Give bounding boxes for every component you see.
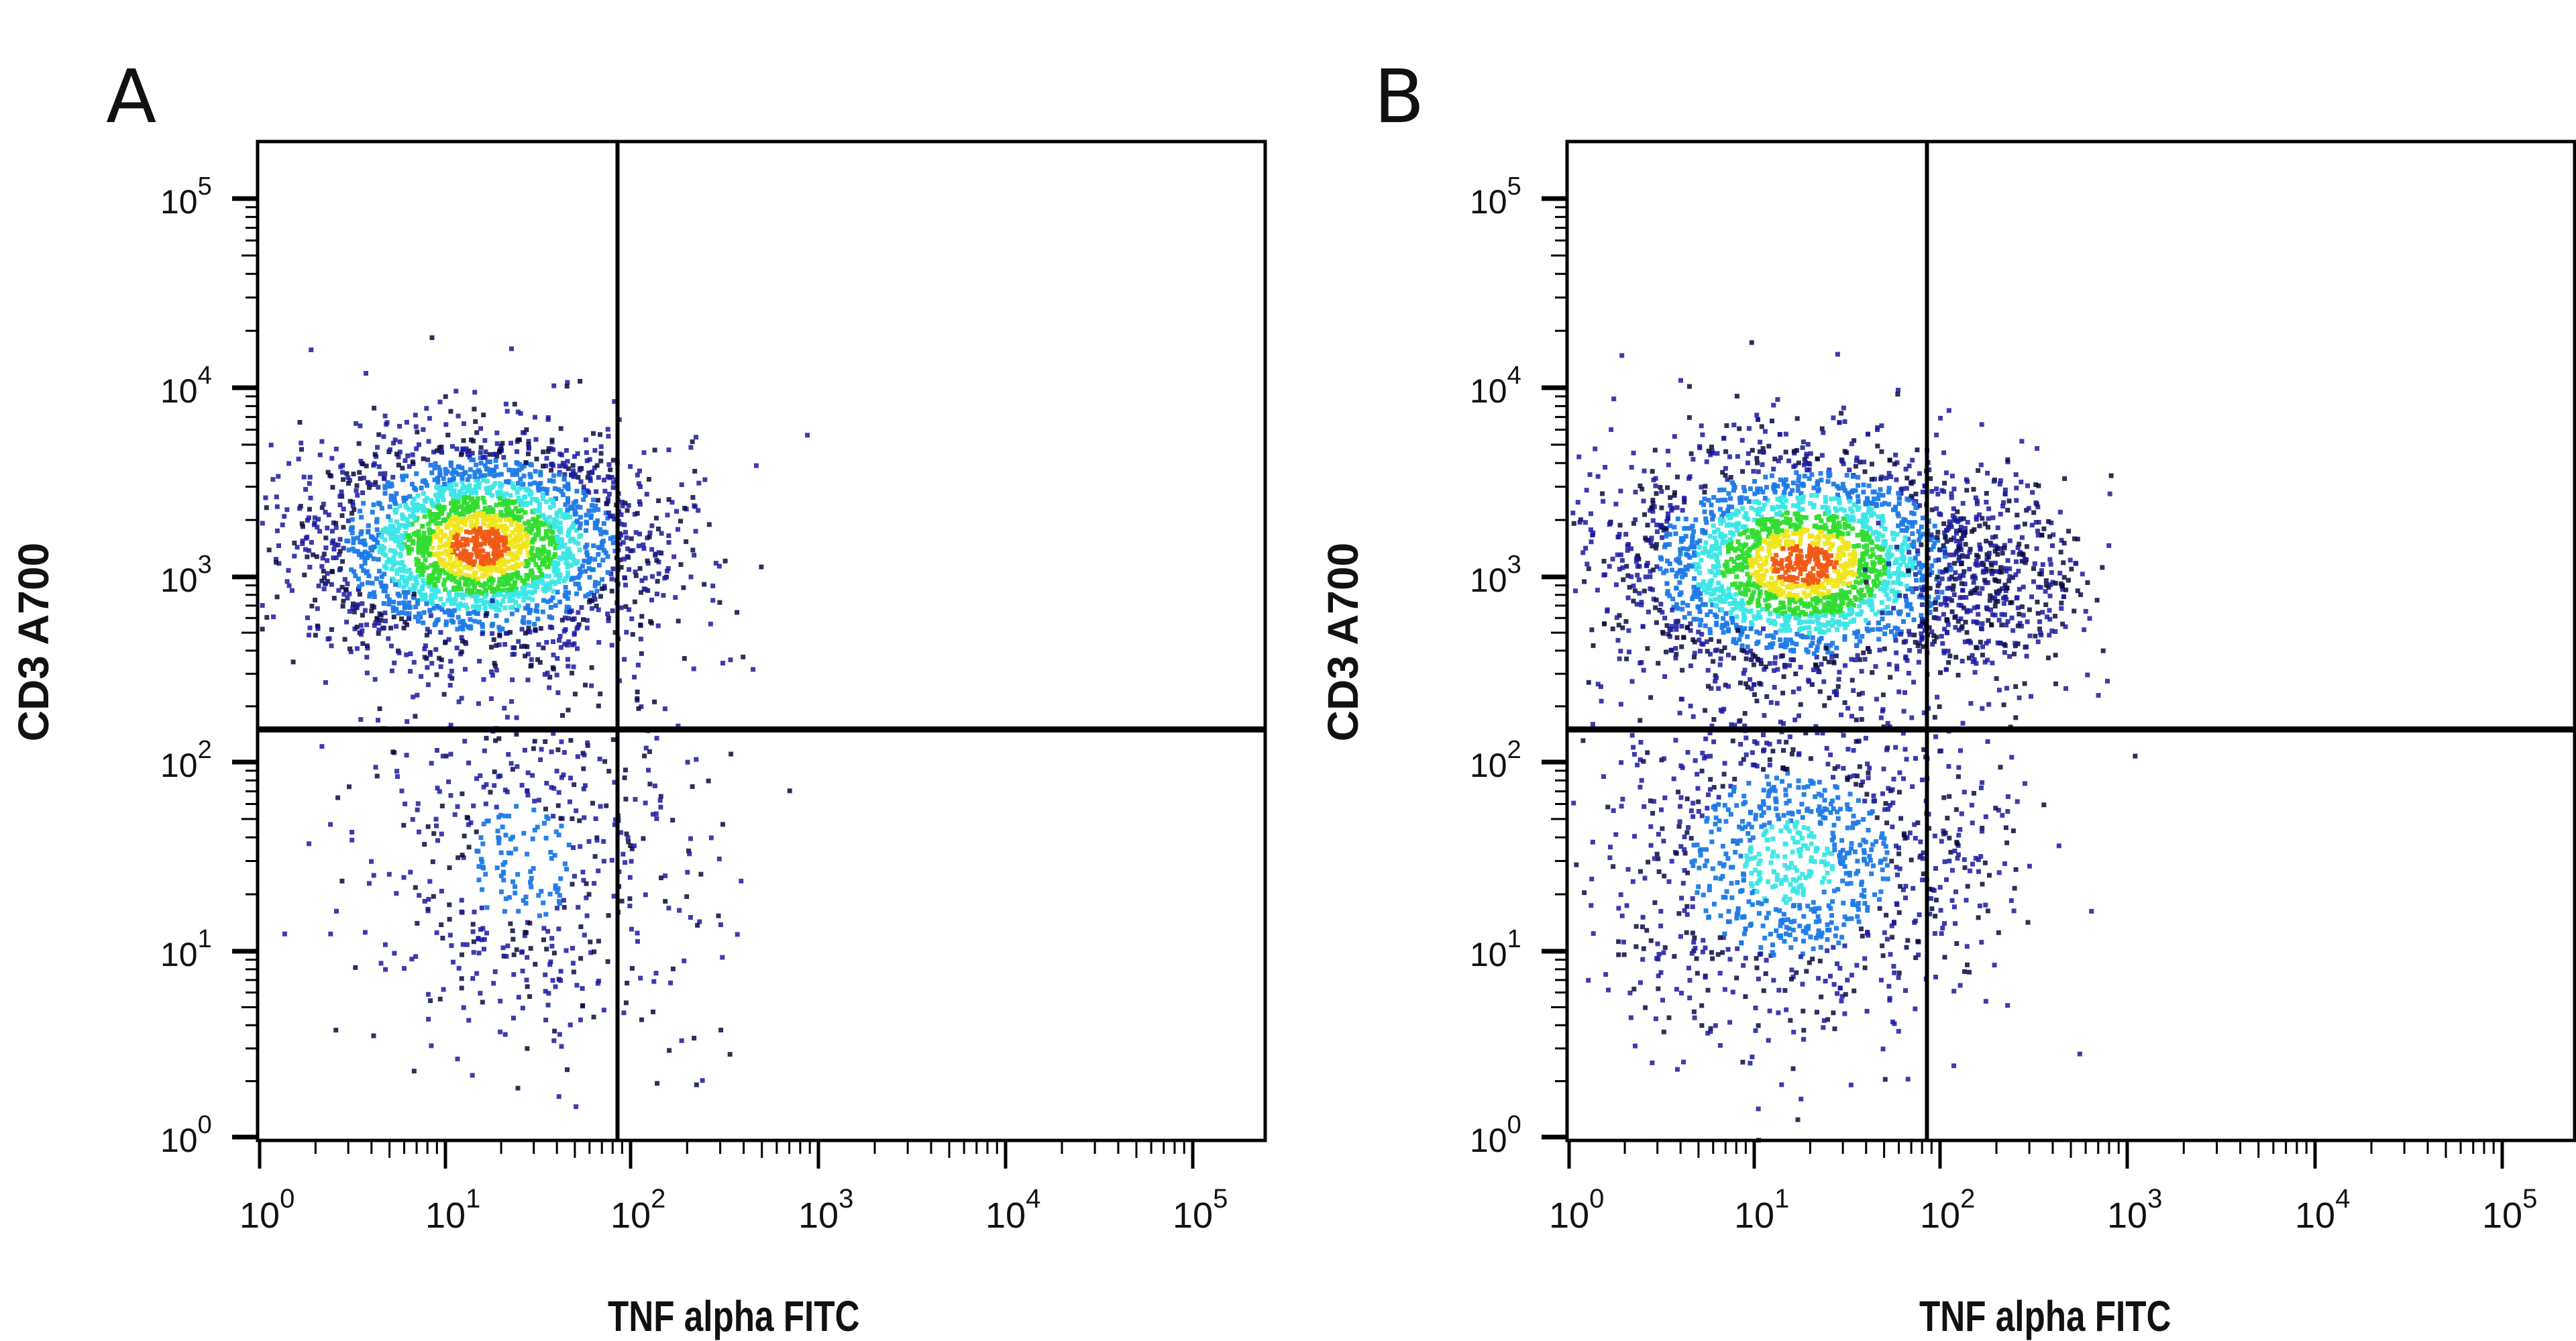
y-tick-label: 105 [1470,172,1521,221]
y-tick-label: 104 [160,362,212,410]
y-tick-label: 103 [160,551,212,599]
y-tick-label: 101 [1470,925,1521,973]
x-tick-label: 103 [2107,1184,2162,1236]
x-tick-label: 103 [798,1184,853,1236]
y-tick-label: 100 [1470,1111,1521,1159]
x-tick-label: 100 [1549,1184,1604,1236]
y-axis: 100 101 102 103 104 105 [1470,172,1567,1159]
y-tick-label: 100 [160,1111,212,1159]
plot-panel-a: 100 101 102 103 104 105 100 101 102 103 104 105 [160,142,1265,1236]
event-dots [260,335,810,1109]
x-tick-label: 104 [2295,1184,2350,1236]
x-tick-label: 105 [1173,1184,1228,1236]
x-tick-label: 102 [1920,1184,1975,1236]
x-tick-label: 102 [610,1184,665,1236]
x-tick-label: 101 [425,1184,480,1236]
x-tick-label: 105 [2482,1184,2537,1236]
x-tick-label: 104 [985,1184,1040,1236]
y-tick-label: 105 [160,172,212,221]
x-axis: 100 101 102 103 104 105 [1549,1140,2537,1236]
y-tick-label: 104 [1470,362,1521,410]
plot-frame [258,142,1265,1140]
plot-panel-b: 100 101 102 103 104 105 100 101 102 103 104 105 [1470,142,2575,1236]
y-axis: 100 101 102 103 104 105 [160,172,258,1159]
y-tick-label: 102 [1470,736,1521,784]
y-tick-label: 102 [160,736,212,784]
y-tick-label: 101 [160,925,212,973]
y-tick-label: 103 [1470,551,1521,599]
x-tick-label: 100 [239,1184,294,1236]
event-dots [1570,340,2137,1142]
x-axis: 100 101 102 103 104 105 [239,1140,1228,1236]
x-tick-label: 101 [1734,1184,1789,1236]
